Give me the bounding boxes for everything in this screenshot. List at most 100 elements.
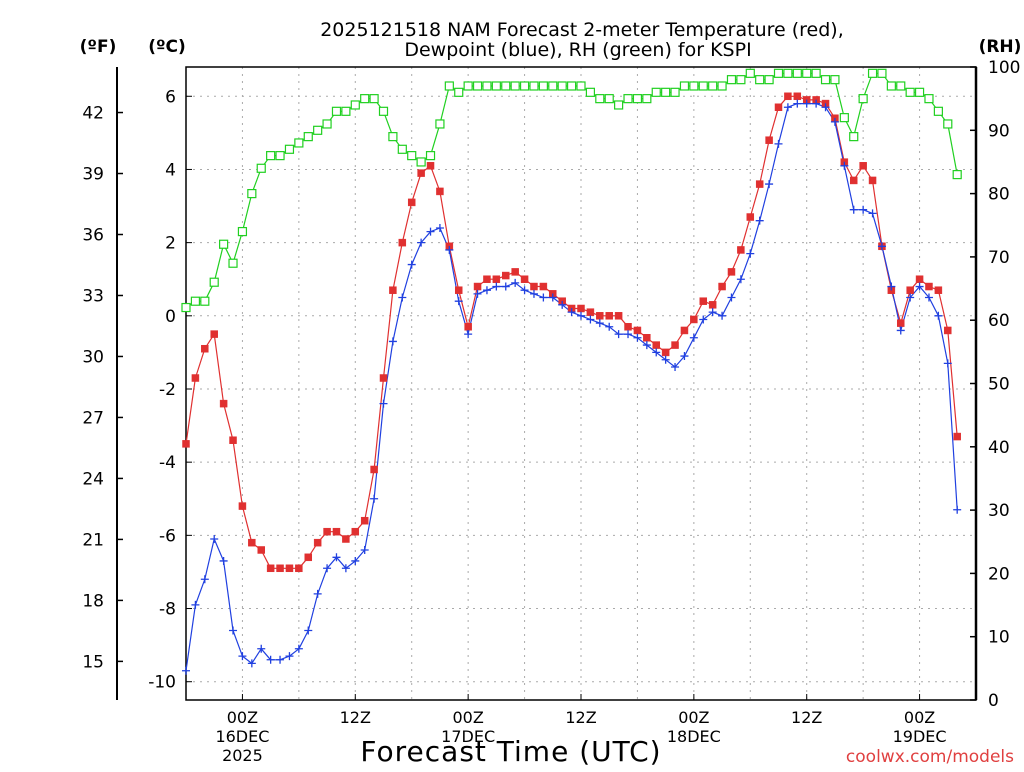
dewpoint-point: [671, 363, 680, 372]
dewpoint-point: [492, 282, 501, 291]
dewpoint-point: [887, 282, 896, 291]
rh-point: [557, 81, 567, 91]
rh-point: [360, 94, 370, 104]
temperature-point: [238, 502, 247, 510]
temperature-point: [925, 282, 933, 291]
dewpoint-point: [323, 564, 332, 573]
temperature-point: [182, 440, 190, 448]
rh-point: [623, 94, 633, 104]
temperature-point: [229, 436, 237, 444]
rh-point: [407, 151, 417, 161]
celsius-tick-label: -2: [159, 380, 176, 400]
rh-point: [388, 132, 398, 142]
chart-title-line2: Dewpoint (blue), RH (green) for KSPI: [404, 39, 751, 61]
temperature-point: [483, 275, 491, 283]
temperature-point: [295, 564, 303, 573]
rh-point: [933, 106, 943, 116]
temperature-point: [379, 374, 388, 382]
rh-point: [820, 75, 831, 85]
x-tick-label-year: 2025: [222, 746, 263, 765]
temperature-point: [737, 246, 745, 254]
temperature-point: [201, 344, 209, 353]
dewpoint-point: [689, 333, 698, 342]
fahrenheit-tick-label: 15: [82, 652, 104, 672]
rh-point: [943, 119, 953, 129]
temperature-point: [944, 326, 952, 335]
dewpoint-point: [953, 505, 962, 514]
rh-point: [190, 296, 201, 306]
temperature-point: [464, 323, 472, 331]
x-tick-label-day: 18DEC: [667, 727, 721, 746]
rh-point: [200, 296, 210, 306]
dewpoint-point: [276, 655, 285, 664]
celsius-unit-label: (ºC): [148, 37, 186, 57]
temperature-point: [727, 268, 736, 276]
rh-point: [708, 81, 718, 91]
rh-point: [228, 258, 238, 268]
rh-point: [275, 151, 285, 161]
temperature-point: [614, 312, 623, 320]
dewpoint-point: [868, 209, 877, 218]
rh-point: [661, 87, 671, 97]
temperature-point: [680, 326, 689, 335]
temperature-point: [661, 348, 670, 357]
rh-point: [256, 163, 266, 173]
dewpoint-point: [548, 293, 557, 302]
x-tick-label-time: 12Z: [565, 708, 596, 727]
celsius-tick-label: -10: [148, 673, 176, 693]
dewpoint-point: [605, 322, 614, 331]
temperature-point: [605, 312, 613, 320]
rh-point: [548, 81, 558, 91]
dewpoint-point: [877, 242, 886, 251]
rh-point: [896, 81, 906, 91]
dewpoint-point: [614, 330, 623, 339]
x-tick-label-time: 00Z: [452, 708, 483, 727]
rh-point: [698, 81, 708, 91]
dewpoint-point: [765, 180, 774, 189]
rh-point: [783, 68, 793, 78]
fahrenheit-tick-label: 39: [82, 165, 104, 185]
series-layer: [181, 68, 962, 675]
rh-point: [839, 113, 849, 123]
dewpoint-point: [341, 564, 350, 573]
fahrenheit-tick-label: 24: [82, 469, 104, 489]
dewpoint-point: [426, 227, 435, 236]
dewpoint-point: [229, 626, 238, 635]
rh-point: [482, 81, 492, 91]
rh-point: [849, 132, 859, 142]
dewpoint-point: [464, 330, 473, 339]
fahrenheit-unit-label: (ºF): [80, 37, 117, 57]
dewpoint-point: [398, 293, 407, 302]
temperature-point: [708, 301, 717, 309]
dewpoint-point: [849, 205, 858, 214]
rh-point: [595, 94, 605, 104]
temperature-point: [454, 286, 463, 294]
credit-text: coolwx.com/models: [846, 747, 1014, 767]
dewpoint-point: [661, 355, 670, 364]
rh-point: [726, 75, 737, 85]
fahrenheit-tick-label: 18: [82, 591, 104, 611]
rh-point: [914, 87, 925, 97]
dewpoint-point: [934, 311, 943, 320]
rh-point: [792, 68, 802, 78]
rh-point: [538, 81, 548, 91]
dewpoint-point: [210, 535, 219, 544]
rh-point: [651, 87, 661, 97]
rh-point: [510, 81, 520, 91]
x-tick-label-time: 00Z: [678, 708, 709, 727]
fahrenheit-tick-label: 30: [82, 347, 104, 367]
dewpoint-point: [595, 319, 604, 328]
dewpoint-point: [238, 652, 247, 661]
rh-point: [416, 157, 426, 167]
temperature-point: [690, 315, 698, 324]
rh-point: [585, 87, 596, 97]
temperature-point: [633, 326, 642, 335]
dewpoint-point: [304, 626, 313, 635]
rh-point: [755, 75, 765, 85]
rh-point: [632, 94, 643, 104]
temperature-point: [313, 538, 322, 547]
dewpoint-point: [520, 286, 529, 295]
rh-tick-label: 50: [988, 375, 1010, 395]
rh-point: [689, 81, 699, 91]
temperature-point: [906, 286, 914, 294]
